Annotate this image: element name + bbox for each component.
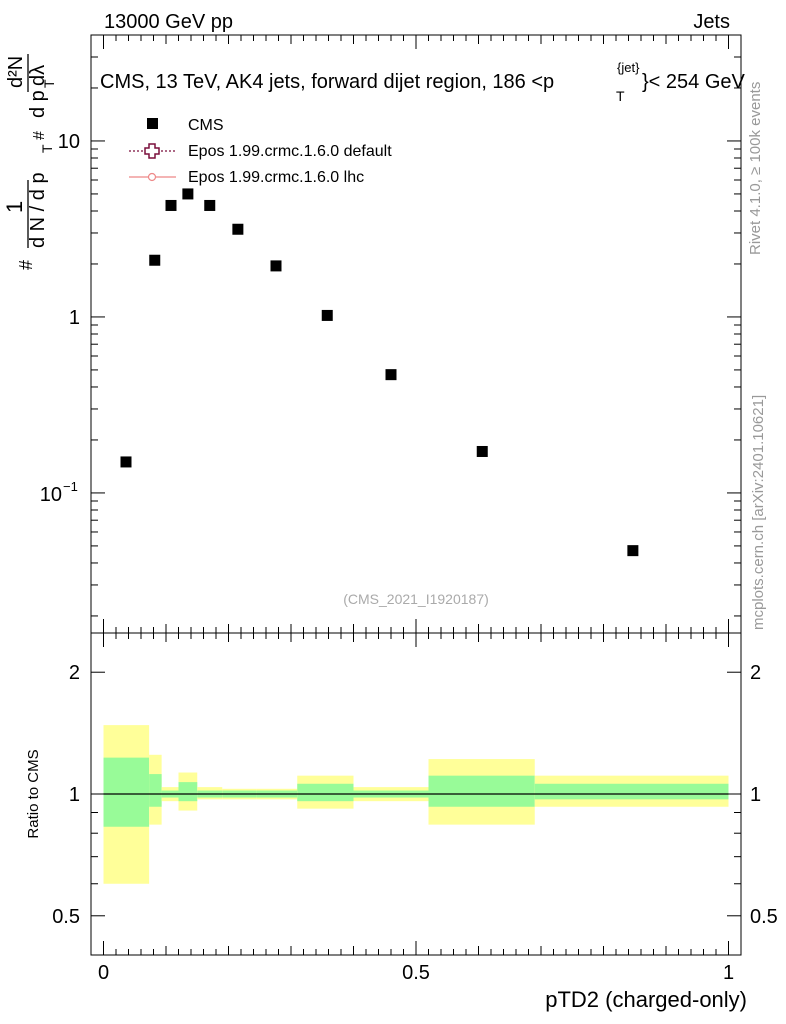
ylabel-hash-1: # (16, 260, 36, 270)
cms-data-point (149, 254, 161, 266)
ratio-inner-band (178, 782, 198, 802)
legend-cms-label: CMS (188, 117, 224, 134)
mcplots-label: mcplots.cern.ch [arXiv:2401.10621] (750, 395, 767, 630)
ratio-axis-ticks (91, 633, 741, 956)
main-y-axis-label: # 1 d N / d p T # d p T d²N dλ (2, 54, 57, 270)
ylabel-hash-2: # (31, 131, 48, 140)
ylabel-d2n: d²N (5, 56, 27, 88)
cms-data-point (204, 199, 216, 211)
ylabel-dlambda: dλ (27, 65, 49, 86)
main-y-tick-label: 10 (58, 131, 80, 153)
main-y-tick-label-base: 10 (40, 484, 62, 506)
ratio-x-tick-label: 0.5 (402, 962, 430, 984)
legend-epos-lhc-label: Epos 1.99.crmc.1.6.0 lhc (188, 169, 364, 186)
cms-data-point (321, 309, 333, 321)
ratio-inner-band (297, 783, 354, 802)
ratio-y-tick-label-left: 0.5 (52, 906, 80, 928)
ratio-x-tick-labels: 0 0.5 1 (98, 962, 734, 984)
plot-title-sup: {jet} (617, 60, 640, 75)
ratio-y-tick-labels: 0.5 0.5 1 1 2 2 (52, 662, 778, 928)
legend-epos-default-label: Epos 1.99.crmc.1.6.0 default (188, 143, 392, 160)
ratio-uncertainty-bands (103, 725, 729, 884)
ratio-panel: 0.5 0.51 12 2 0 0.5 1 Ratio to CMS pTD2 (char… (25, 632, 778, 1012)
watermark-label: (CMS_2021_I1920187) (343, 591, 489, 607)
plot-title: CMS, 13 TeV, AK4 jets, forward dijet reg… (100, 60, 746, 104)
ratio-x-tick-label: 0 (98, 962, 109, 984)
ylabel-t-sub-1: T (39, 144, 55, 153)
ratio-inner-band (428, 775, 535, 807)
main-axis-ticks (91, 34, 741, 633)
main-y-tick-label-text: 10 (58, 131, 80, 153)
cms-data-point (627, 545, 639, 557)
plot-title-sub: T (616, 88, 625, 104)
plot-title-prefix: CMS, 13 TeV, AK4 jets, forward dijet reg… (100, 71, 554, 93)
plot-title-suffix: }< 254 GeV (642, 71, 746, 93)
ylabel-one: 1 (2, 201, 27, 213)
main-y-tick-label-text: 1 (69, 307, 80, 329)
category-label: Jets (693, 11, 730, 33)
cms-data-point (120, 456, 132, 468)
ylabel-dn-dpt: d N / d p (27, 172, 49, 248)
energy-label: 13000 GeV pp (104, 11, 233, 33)
cms-data-point (476, 445, 488, 457)
ratio-y-axis-label: Ratio to CMS (25, 749, 42, 838)
legend: CMS Epos 1.99.crmc.1.6.0 default Epos 1.… (129, 117, 392, 186)
cms-data-points (120, 188, 639, 557)
main-y-tick-label: 10 −1 (40, 479, 78, 506)
ratio-inner-band (103, 757, 150, 827)
x-axis-label: pTD2 (charged-only) (545, 987, 747, 1012)
ratio-y-tick-label-left: 2 (69, 662, 80, 684)
main-y-tick-label: 1 (69, 307, 80, 329)
ratio-y-tick-label-left: 1 (69, 784, 80, 806)
ylabel-dpt: d p (27, 90, 49, 118)
legend-cms-marker (147, 118, 158, 129)
ratio-y-tick-label-right: 0.5 (750, 906, 778, 928)
cms-data-point (165, 199, 177, 211)
legend-epos-default-marker (144, 143, 160, 159)
ratio-inner-band (149, 774, 162, 807)
ratio-inner-band (534, 783, 729, 800)
legend-epos-lhc-marker (147, 172, 157, 182)
cms-data-point (270, 260, 282, 272)
ylabel-t-sub-2: T (41, 79, 57, 88)
cms-data-point (232, 223, 244, 235)
rivet-version-label: Rivet 4.1.0, ≥ 100k events (747, 82, 764, 255)
cms-data-point (182, 188, 194, 200)
cms-data-point (385, 369, 397, 381)
main-y-tick-label-exp: −1 (63, 479, 78, 494)
ratio-y-tick-label-right: 1 (750, 784, 761, 806)
ratio-x-tick-label: 1 (723, 962, 734, 984)
ratio-y-tick-label-right: 2 (750, 662, 761, 684)
